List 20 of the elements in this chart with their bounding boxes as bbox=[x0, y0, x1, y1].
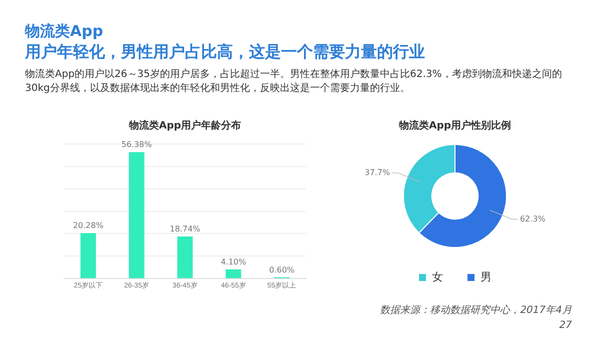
bar bbox=[80, 233, 96, 278]
text: 27 bbox=[559, 320, 572, 331]
source-note: 数据来源：移动数据研究中心，2017年4月 bbox=[380, 304, 572, 317]
bar bbox=[128, 152, 144, 278]
data-label: 18.74% bbox=[170, 224, 201, 234]
legend-label: 女 bbox=[432, 272, 443, 284]
data-label: 4.10% bbox=[220, 257, 246, 266]
chart-title: 物流类App用户年龄分布 bbox=[128, 120, 242, 132]
data-label: 20.28% bbox=[72, 221, 104, 230]
data-label: 0.60% bbox=[269, 265, 295, 274]
text: 物流类App bbox=[25, 22, 104, 41]
bar bbox=[177, 236, 193, 278]
text: 物流类App的用户以26～35岁的用户居多，占比超过一半。男性在整体用户数量中占比62.3%，考虑到物流和快递之间的30kg分界线，以及数据体现出来的年轻化和男性化，反映出这是一个需要力量的行业。 bbox=[25, 68, 563, 96]
data-label: 56.38% bbox=[121, 140, 152, 150]
bar bbox=[226, 269, 242, 278]
data-label: 37.7% bbox=[364, 168, 390, 177]
text: 用户年轻化，男性用户占比高，这是一个需要力量的行业 bbox=[25, 41, 426, 62]
chart-title: 物流类App用户性别比例 bbox=[398, 120, 512, 132]
legend-label: 男 bbox=[480, 272, 492, 284]
data-label: 62.3% bbox=[520, 214, 546, 224]
